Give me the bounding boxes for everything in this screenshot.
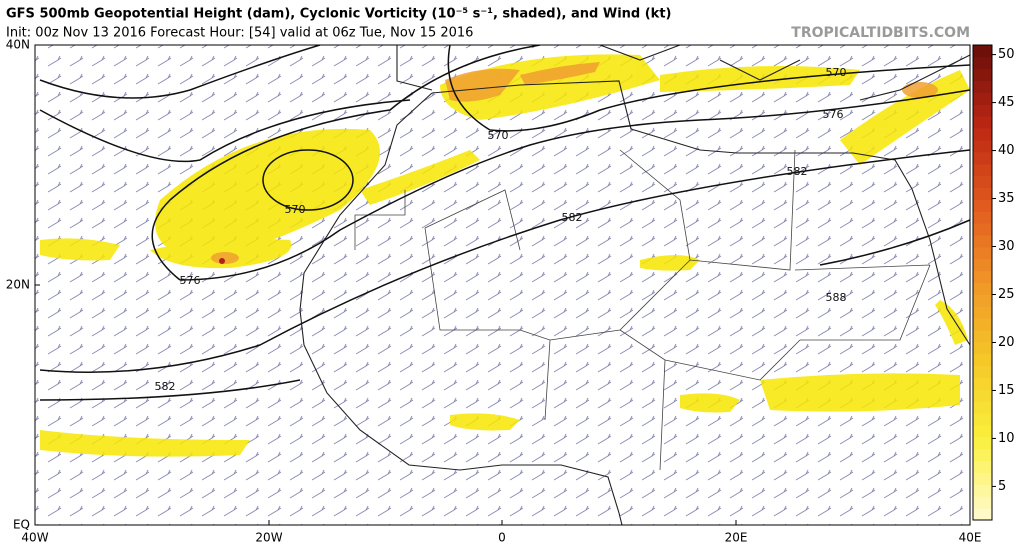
contour-label: 576 <box>180 274 201 287</box>
colorbar-segment <box>973 425 992 438</box>
colorbar-segment <box>973 104 992 117</box>
colorbar-segment <box>973 235 992 248</box>
colorbar-segment <box>973 436 992 450</box>
lon-label: 40W <box>21 531 48 545</box>
colorbar-segment <box>973 163 992 177</box>
contour-label: 582 <box>787 165 808 178</box>
colorbar-tick-label: 20 <box>998 335 1015 350</box>
colorbar-segment <box>973 211 992 224</box>
colorbar-segment <box>973 448 992 462</box>
contour-label: 576 <box>823 108 844 121</box>
colorbar-tick-label: 30 <box>998 239 1015 254</box>
colorbar-frame <box>972 44 993 521</box>
colorbar-segment <box>973 306 992 319</box>
colorbar-segment <box>973 365 992 378</box>
colorbar-segment <box>973 270 992 283</box>
colorbar-tick-label: 45 <box>998 95 1015 110</box>
lon-label: 20E <box>725 531 748 545</box>
colorbar-segment <box>973 187 992 200</box>
colorbar-segment <box>973 353 992 367</box>
colorbar-segment <box>973 496 992 509</box>
contour-label: 588 <box>826 291 847 304</box>
colorbar-segment <box>973 246 992 260</box>
map-body: 570 570 576 582 582 582 576 570 588 <box>35 45 970 525</box>
lat-label: 20N <box>6 278 30 292</box>
colorbar-segment <box>973 401 992 414</box>
colorbar-segment <box>973 318 992 331</box>
colorbar: 5 10 15 20 25 30 35 40 45 50 <box>972 44 1015 521</box>
lon-label: 40E <box>959 531 982 545</box>
colorbar-segment <box>973 294 992 307</box>
title: GFS 500mb Geopotential Height (dam), Cyc… <box>6 7 672 22</box>
contour-label: 582 <box>562 211 583 224</box>
colorbar-segment <box>973 460 992 473</box>
colorbar-tick-label: 40 <box>998 143 1015 158</box>
colorbar-segment <box>973 56 992 70</box>
country-borders <box>354 149 931 471</box>
colorbar-segment <box>973 484 992 497</box>
colorbar-segment <box>973 258 992 272</box>
colorbar-segment <box>973 175 992 188</box>
vorticity-core <box>211 62 938 264</box>
contour-label: 582 <box>155 380 176 393</box>
colorbar-segment <box>973 377 992 390</box>
colorbar-tick-label: 15 <box>998 383 1015 398</box>
colorbar-segment <box>973 508 992 521</box>
lon-label: 20W <box>255 531 282 545</box>
colorbar-segment <box>973 330 992 343</box>
colorbar-segment <box>973 199 992 212</box>
colorbar-segment <box>973 472 992 485</box>
contour-label: 570 <box>826 66 847 79</box>
colorbar-tick-label: 10 <box>998 431 1015 446</box>
colorbar-segment <box>973 223 992 236</box>
colorbar-tick-label: 5 <box>998 479 1006 494</box>
height-contours <box>39 45 970 401</box>
colorbar-segment <box>973 151 992 165</box>
colorbar-segment <box>973 45 992 58</box>
colorbar-segment <box>973 80 992 93</box>
colorbar-segment <box>973 68 992 82</box>
source: TROPICALTIDBITS.COM <box>791 25 970 41</box>
subtitle: Init: 00z Nov 13 2016 Forecast Hour: [54… <box>6 26 473 41</box>
colorbar-segment <box>973 341 992 355</box>
colorbar-tick-label: 35 <box>998 191 1015 206</box>
colorbar-segment <box>973 128 992 141</box>
vorticity-max <box>219 258 225 264</box>
lat-label: 40N <box>6 38 30 52</box>
colorbar-segment <box>973 140 992 153</box>
contour-label: 570 <box>488 129 509 142</box>
colorbar-segment <box>973 389 992 402</box>
colorbar-segment <box>973 116 992 129</box>
colorbar-segment <box>973 413 992 426</box>
colorbar-segment <box>973 92 992 105</box>
colorbar-tick-label: 50 <box>998 47 1015 62</box>
colorbar-segment <box>973 282 992 295</box>
lat-label: EQ <box>13 518 30 532</box>
lon-label: 0 <box>498 531 506 545</box>
colorbar-tick-label: 25 <box>998 287 1015 302</box>
contour-label-group: 570 570 576 582 582 582 576 570 588 <box>155 66 847 393</box>
contour-label: 570 <box>285 203 306 216</box>
